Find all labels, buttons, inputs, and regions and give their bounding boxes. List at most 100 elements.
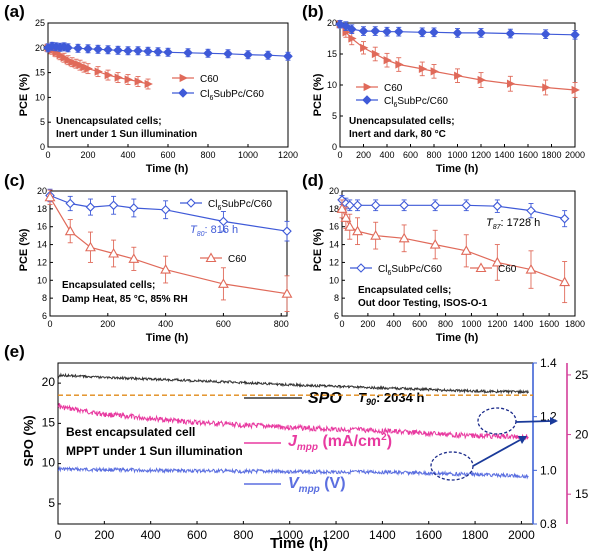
y-tick-label-c: 12 (37, 257, 47, 267)
y-tick-label-d: 8 (334, 293, 339, 303)
data-point-b (360, 43, 369, 52)
y-tick-label-d: 20 (329, 186, 339, 196)
x-tick-label-a: 0 (45, 150, 50, 160)
x-tick-label-c: 200 (100, 319, 115, 329)
data-point-a (94, 67, 103, 76)
x-tick-label-e: 1200 (323, 528, 350, 542)
legend-marker-c (186, 198, 196, 208)
data-point-a (64, 56, 73, 65)
jmpp-label: Jmpp (mA/cm2) (288, 432, 392, 453)
data-point-d (461, 200, 472, 211)
data-point-c (85, 202, 96, 212)
right-tick-label-jmpp: 15 (575, 487, 589, 501)
y-tick-label-e: 5 (48, 496, 55, 510)
x-tick-label-a: 800 (200, 150, 215, 160)
data-point-b (341, 21, 351, 31)
data-point-a (80, 62, 89, 72)
data-point-d (370, 230, 382, 240)
legend-label-c: Cl6SubPc/C60 (208, 199, 272, 212)
data-point-d (398, 232, 410, 243)
data-point-a (143, 46, 153, 57)
x-tick-label-d: 200 (360, 319, 375, 329)
legend-marker-d (475, 262, 487, 273)
data-point-c (128, 253, 140, 263)
note-a-1: Unencapsulated cells; (56, 116, 162, 127)
data-point-a (113, 45, 123, 56)
data-point-b (571, 85, 580, 95)
x-tick-label-b: 1200 (471, 150, 491, 160)
spo-label: SPO (308, 390, 342, 407)
data-point-b (395, 60, 404, 69)
data-point-c (160, 204, 171, 215)
data-point-d (370, 200, 381, 211)
y-tick-label-c: 8 (42, 293, 47, 303)
x-tick-label-b: 400 (379, 150, 394, 160)
data-point-b (506, 79, 516, 88)
ylabel-e: SPO (%) (21, 415, 36, 466)
xlabel-b: Time (h) (436, 163, 479, 175)
x-tick-label-b: 0 (337, 150, 342, 160)
x-tick-label-d: 1000 (461, 319, 481, 329)
legend-label-b: Cl6SubPc/C60 (384, 96, 448, 109)
arrowhead-vmpp (518, 436, 527, 444)
legend-label-a: C60 (200, 74, 219, 85)
y-tick-label-c: 10 (37, 275, 47, 285)
x-tick-label-d: 1600 (539, 319, 559, 329)
x-tick-label-d: 1400 (513, 319, 533, 329)
y-tick-label-d: 12 (329, 257, 339, 267)
data-point-a (84, 64, 93, 73)
plot-frame-d (341, 190, 576, 317)
y-tick-label-a: 10 (35, 92, 45, 102)
data-point-c (129, 203, 139, 213)
y-tick-label-c: 20 (37, 186, 47, 196)
data-point-c (108, 200, 119, 211)
x-tick-label-a: 400 (120, 150, 135, 160)
data-point-b (383, 56, 392, 65)
y-tick-label-b: 15 (327, 49, 337, 59)
data-point-d (352, 200, 363, 211)
x-tick-label-d: 800 (438, 319, 453, 329)
right-tick-label-vmpp: 1.4 (540, 356, 557, 370)
data-point-b (477, 75, 486, 85)
y-tick-label-c: 16 (37, 222, 47, 232)
data-point-a (133, 45, 143, 56)
data-point-b (429, 27, 439, 38)
data-point-b (393, 26, 404, 37)
data-point-d (492, 201, 503, 211)
data-point-c (108, 247, 120, 258)
note-e-2: MPPT under 1 Sun illumination (66, 444, 243, 458)
right-tick-label-vmpp: 0.8 (540, 517, 557, 531)
x-tick-label-c: 600 (216, 319, 231, 329)
data-point-a (183, 47, 193, 58)
data-point-b (540, 29, 551, 39)
data-point-a (124, 75, 133, 84)
data-point-a (134, 77, 143, 86)
note-b-1: Unencapsulated cells; (349, 116, 455, 127)
ellipse-vmpp-highlight (430, 451, 474, 481)
y-tick-label-d: 10 (329, 275, 339, 285)
x-tick-label-c: 0 (47, 319, 52, 329)
x-tick-label-e: 1400 (369, 528, 396, 542)
data-point-d (344, 221, 356, 231)
data-point-d (340, 212, 352, 222)
data-point-a (93, 44, 103, 55)
right-tick-label-vmpp: 1.0 (540, 463, 557, 477)
data-point-a (76, 61, 85, 70)
data-point-a (68, 58, 77, 67)
legend-marker-a (178, 88, 188, 98)
xlabel-a: Time (h) (146, 163, 189, 175)
arrow-vmpp (472, 439, 521, 467)
x-tick-label-b: 1600 (518, 150, 538, 160)
y-tick-label-d: 14 (329, 240, 339, 250)
xlabel-d: Time (h) (436, 332, 479, 344)
series-line-b (339, 23, 576, 91)
note-b-2: Inert and dark, 80 °C (349, 129, 446, 140)
ylabel-a: PCE (%) (18, 73, 30, 116)
panel-label-c: (c) (4, 171, 25, 190)
data-point-a (123, 45, 133, 56)
note-c-1: Encapsulated cells; (62, 280, 155, 291)
data-point-a (103, 45, 113, 55)
x-tick-label-a: 1200 (278, 150, 298, 160)
data-point-b (418, 64, 428, 74)
data-point-a (283, 51, 293, 62)
